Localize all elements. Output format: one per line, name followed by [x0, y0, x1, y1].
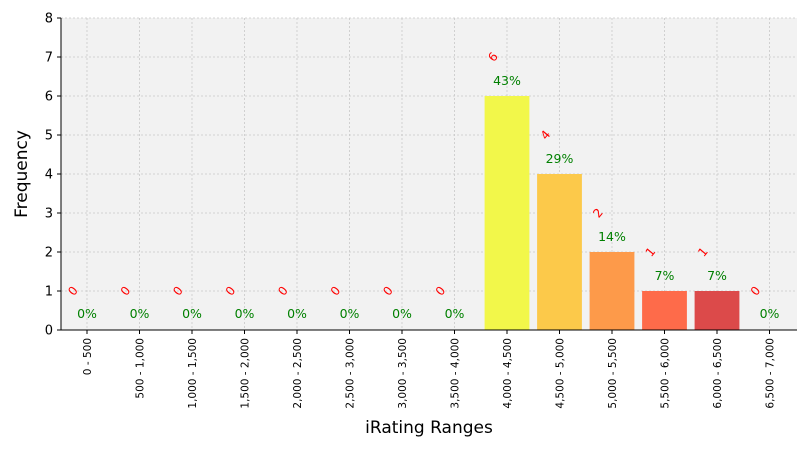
percent-label: 14% — [598, 229, 626, 244]
percent-label: 0% — [77, 306, 97, 321]
x-tick-label: 500 - 1,000 — [135, 338, 147, 399]
percent-label: 0% — [340, 306, 360, 321]
y-tick-label: 7 — [45, 51, 53, 66]
percent-label: 0% — [182, 306, 202, 321]
x-axis-label: iRating Ranges — [365, 418, 493, 438]
x-tick-label: 3,500 - 4,000 — [450, 338, 462, 409]
bar — [642, 291, 687, 330]
percent-label: 7% — [655, 268, 675, 283]
y-tick-label: 3 — [45, 207, 53, 222]
x-tick-label: 1,000 - 1,500 — [187, 338, 199, 409]
percent-label: 0% — [445, 306, 465, 321]
x-ticks: 0 - 500 500 - 1,000 1,000 - 1,500 1,500 - 2… — [82, 330, 777, 409]
y-ticks: 0 1 2 3 4 5 6 7 8 — [45, 12, 61, 339]
grid-lines — [61, 17, 797, 330]
percent-label: 43% — [493, 73, 521, 88]
x-tick-label: 2,000 - 2,500 — [292, 338, 304, 409]
x-tick-label: 0 - 500 — [82, 338, 94, 375]
percent-label: 0% — [287, 306, 307, 321]
percent-label: 0% — [392, 306, 412, 321]
y-tick-label: 6 — [45, 90, 53, 105]
x-tick-label: 4,500 - 5,000 — [555, 338, 567, 409]
percent-label: 7% — [707, 268, 727, 283]
percent-label: 0% — [130, 306, 150, 321]
x-tick-label: 1,500 - 2,000 — [240, 338, 252, 409]
x-tick-label: 3,000 - 3,500 — [397, 338, 409, 409]
percent-label: 29% — [546, 151, 574, 166]
y-tick-label: 2 — [45, 246, 53, 261]
percent-label: 0% — [235, 306, 255, 321]
x-tick-label: 5,500 - 6,000 — [660, 338, 672, 409]
y-tick-label: 8 — [45, 12, 53, 27]
bars — [484, 96, 740, 330]
x-tick-label: 4,000 - 4,500 — [502, 338, 514, 409]
y-tick-label: 5 — [45, 129, 53, 144]
y-tick-label: 0 — [45, 324, 53, 339]
percent-label: 0% — [760, 306, 780, 321]
x-tick-label: 2,500 - 3,000 — [345, 338, 357, 409]
y-tick-label: 4 — [45, 168, 53, 183]
x-tick-label: 6,000 - 6,500 — [712, 338, 724, 409]
bar — [694, 291, 740, 330]
x-tick-label: 5,000 - 5,500 — [607, 338, 619, 409]
bar — [589, 252, 635, 330]
x-tick-label: 6,500 - 7,000 — [765, 338, 777, 409]
y-axis-label: Frequency — [12, 130, 32, 218]
y-tick-label: 1 — [45, 285, 53, 300]
bar — [537, 174, 582, 330]
bar — [484, 96, 530, 330]
